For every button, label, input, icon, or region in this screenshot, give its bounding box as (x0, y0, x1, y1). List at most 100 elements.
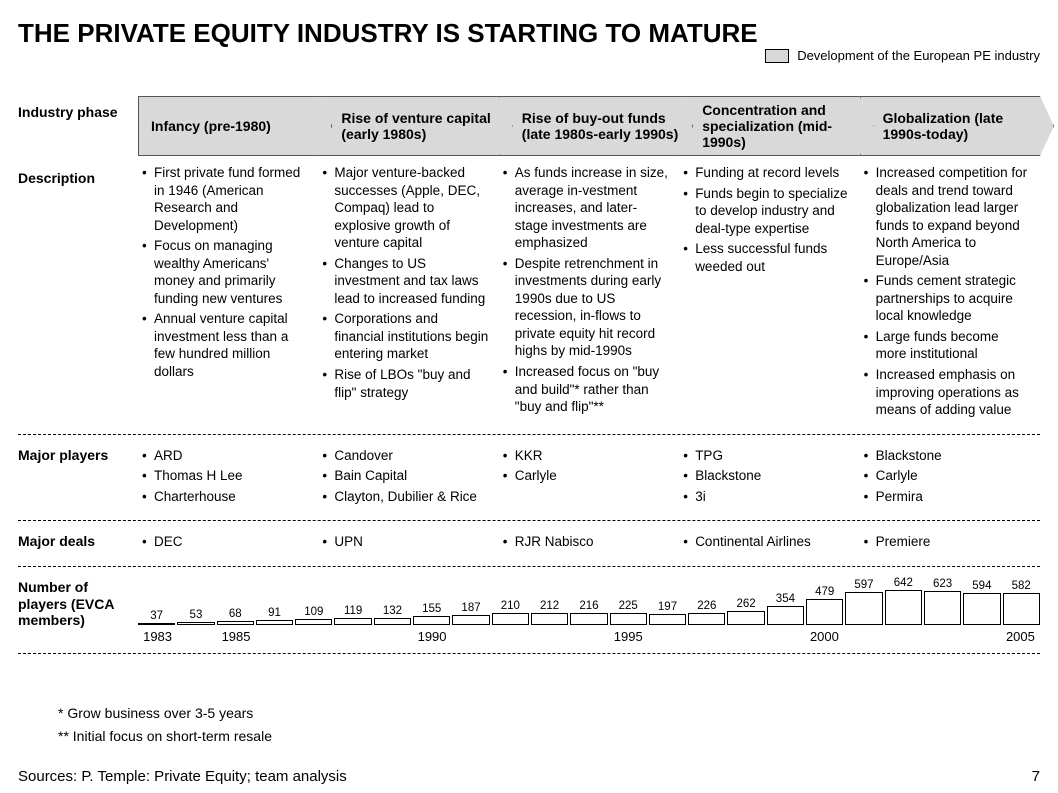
bar-1995: 225 (610, 600, 647, 625)
year-tick-1985: 1985 (222, 629, 251, 644)
deals-3: Continental Airlines (679, 525, 859, 562)
bar-value-label: 594 (972, 580, 991, 592)
bar-rect (649, 614, 686, 625)
separator-1 (18, 434, 1040, 435)
bar-value-label: 197 (658, 601, 677, 613)
player-item: Permira (876, 488, 1030, 506)
bar-value-label: 623 (933, 578, 952, 590)
player-item: Thomas H Lee (154, 467, 308, 485)
row-label-players: Major players (18, 439, 138, 517)
bar-value-label: 262 (737, 598, 756, 610)
footnote-2: ** Initial focus on short-term resale (58, 725, 272, 747)
year-tick-1990: 1990 (418, 629, 447, 644)
bar-1990: 155 (413, 603, 450, 624)
bar-2001: 597 (845, 579, 882, 624)
desc-item: Increased emphasis on improving operatio… (876, 366, 1030, 419)
bar-value-label: 216 (579, 600, 598, 612)
bar-rect (217, 621, 254, 625)
deal-item: Continental Airlines (695, 533, 849, 551)
phase-chevron-4: Globalization (late 1990s-today) (860, 96, 1054, 156)
legend-label: Development of the European PE industry (797, 48, 1040, 64)
desc-item: Rise of LBOs "buy and flip" strategy (334, 366, 488, 401)
bar-2003: 623 (924, 578, 961, 625)
bar-rect (413, 616, 450, 624)
separator-4 (18, 653, 1040, 654)
deal-item: DEC (154, 533, 308, 551)
bar-1991: 187 (452, 602, 489, 625)
bar-rect (963, 593, 1000, 625)
desc-4: Increased competition for deals and tren… (860, 156, 1040, 430)
deal-item: UPN (334, 533, 488, 551)
player-item: Blackstone (876, 447, 1030, 465)
footnotes: * Grow business over 3-5 years ** Initia… (58, 702, 272, 747)
bar-value-label: 155 (422, 603, 441, 615)
deals-1: UPN (318, 525, 498, 562)
bar-1989: 132 (374, 605, 411, 625)
year-tick-1995: 1995 (614, 629, 643, 644)
player-item: Blackstone (695, 467, 849, 485)
bar-rect (570, 613, 607, 625)
desc-item: Funds cement strategic partnerships to a… (876, 272, 1030, 325)
bar-1985: 68 (217, 608, 254, 625)
desc-3: Funding at record levels Funds begin to s… (679, 156, 859, 430)
row-label-chart: Number of players (EVCA members) (18, 571, 138, 649)
bar-1987: 109 (295, 606, 332, 625)
bar-2000: 479 (806, 586, 843, 625)
bar-value-label: 210 (501, 600, 520, 612)
deals-2: RJR Nabisco (499, 525, 679, 562)
row-label-deals: Major deals (18, 525, 138, 562)
bar-value-label: 109 (304, 606, 323, 618)
desc-item: Increased competition for deals and tren… (876, 164, 1030, 269)
phase-chevron-2: Rise of buy-out funds (late 1980s-early … (499, 96, 693, 156)
bar-1994: 216 (570, 600, 607, 625)
desc-item: Funding at record levels (695, 164, 849, 182)
sources: Sources: P. Temple: Private Equity; team… (18, 768, 347, 785)
desc-item: Large funds become more institutional (876, 328, 1030, 363)
bar-rect (767, 606, 804, 625)
desc-item: Despite retrenchment in investments duri… (515, 255, 669, 360)
row-label-phase: Industry phase (18, 96, 138, 156)
page-number: 7 (1032, 768, 1040, 785)
separator-3 (18, 566, 1040, 567)
year-tick-1983: 1983 (143, 629, 172, 644)
player-item: 3i (695, 488, 849, 506)
desc-2: As funds increase in size, average in-ve… (499, 156, 679, 430)
deals-0: DEC (138, 525, 318, 562)
desc-item: Increased focus on "buy and build"* rath… (515, 363, 669, 416)
bar-1993: 212 (531, 600, 568, 625)
footnote-1: * Grow business over 3-5 years (58, 702, 272, 724)
deal-item: RJR Nabisco (515, 533, 669, 551)
bar-1992: 210 (492, 600, 529, 624)
bar-1984: 53 (177, 609, 214, 625)
bar-value-label: 187 (461, 602, 480, 614)
bar-rect (531, 613, 568, 625)
bar-2004: 594 (963, 580, 1000, 625)
year-tick-2005: 2005 (1006, 629, 1035, 644)
bar-rect (374, 618, 411, 625)
bar-rect (334, 618, 371, 624)
bar-rect (688, 613, 725, 625)
desc-item: First private fund formed in 1946 (Ameri… (154, 164, 308, 234)
bar-value-label: 582 (1012, 580, 1031, 592)
player-item: Carlyle (876, 467, 1030, 485)
desc-item: Funds begin to specialize to develop ind… (695, 185, 849, 238)
deal-item: Premiere (876, 533, 1030, 551)
bar-value-label: 119 (344, 605, 362, 617)
players-4: Blackstone Carlyle Permira (860, 439, 1040, 517)
separator-2 (18, 520, 1040, 521)
phase-cell-0: Infancy (pre-1980) (138, 96, 318, 156)
phase-chevron-3: Concentration and specialization (mid-19… (679, 96, 873, 156)
player-item: Carlyle (515, 467, 669, 485)
phase-cell-1: Rise of venture capital (early 1980s) (318, 96, 498, 156)
desc-item: As funds increase in size, average in-ve… (515, 164, 669, 252)
players-3: TPGBlackstone3i (679, 439, 859, 517)
bar-1988: 119 (334, 605, 371, 624)
desc-1: Major venture-backed successes (Apple, D… (318, 156, 498, 430)
row-label-description: Description (18, 156, 138, 430)
phase-chevron-0: Infancy (pre-1980) (138, 96, 332, 156)
player-item: Candover (334, 447, 488, 465)
bar-value-label: 225 (619, 600, 638, 612)
bar-2005: 582 (1003, 580, 1040, 625)
content-grid: Industry phase Infancy (pre-1980) Rise o… (18, 96, 1040, 658)
bar-value-label: 479 (815, 586, 834, 598)
